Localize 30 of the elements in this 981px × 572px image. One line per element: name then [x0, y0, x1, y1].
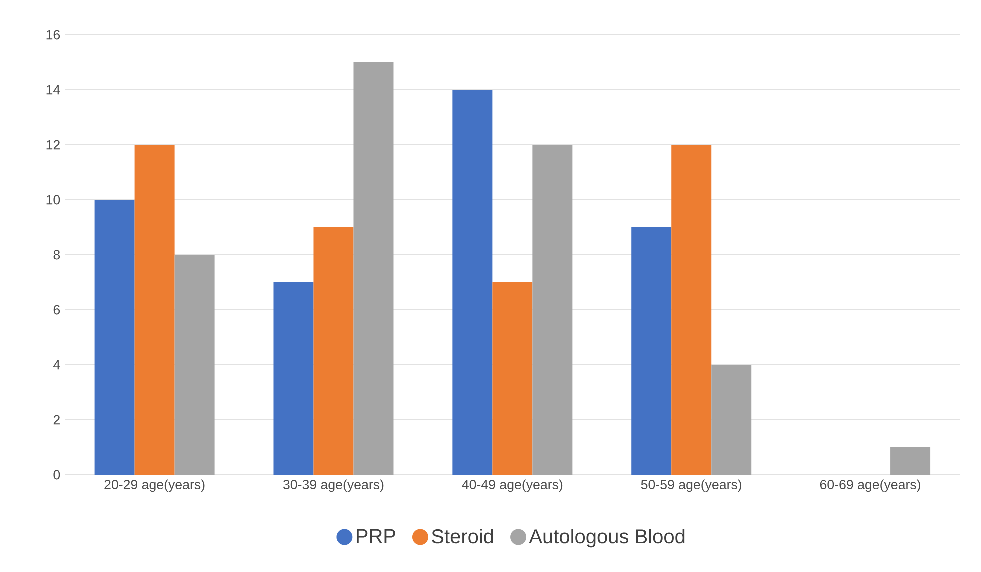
bar: [452, 90, 493, 475]
legend-label: Autologous Blood: [529, 529, 685, 548]
y-tick-label: 0: [54, 470, 60, 480]
y-tick-label: 10: [46, 195, 60, 205]
bar: [532, 145, 573, 475]
x-tick-label: 20-29 age(years): [104, 480, 205, 492]
bar: [672, 145, 712, 475]
bar: [492, 282, 533, 475]
x-tick-label: 30-39 age(years): [283, 480, 384, 492]
bar: [712, 364, 752, 475]
y-tick-label: 14: [46, 85, 60, 95]
y-tick-label: 4: [54, 360, 60, 370]
bar: [174, 255, 215, 475]
bar: [890, 447, 931, 475]
legend-label: Steroid: [432, 529, 494, 544]
bar: [94, 200, 135, 475]
y-tick-label: 6: [54, 305, 60, 315]
bar: [632, 228, 672, 475]
x-tick-label: 50-59 age(years): [641, 480, 742, 492]
y-tick-label: 8: [54, 250, 60, 260]
y-tick-label: 2: [54, 415, 60, 425]
bar: [314, 228, 354, 475]
bar: [354, 62, 394, 475]
x-tick-label: 40-49 age(years): [462, 480, 563, 492]
legend-label: PRP: [356, 529, 396, 544]
x-tick-label: 60-69 age(years): [820, 480, 920, 492]
y-tick-label: 16: [46, 30, 60, 40]
y-tick-label: 12: [46, 140, 60, 150]
bar: [134, 145, 175, 475]
bar: [274, 282, 314, 475]
